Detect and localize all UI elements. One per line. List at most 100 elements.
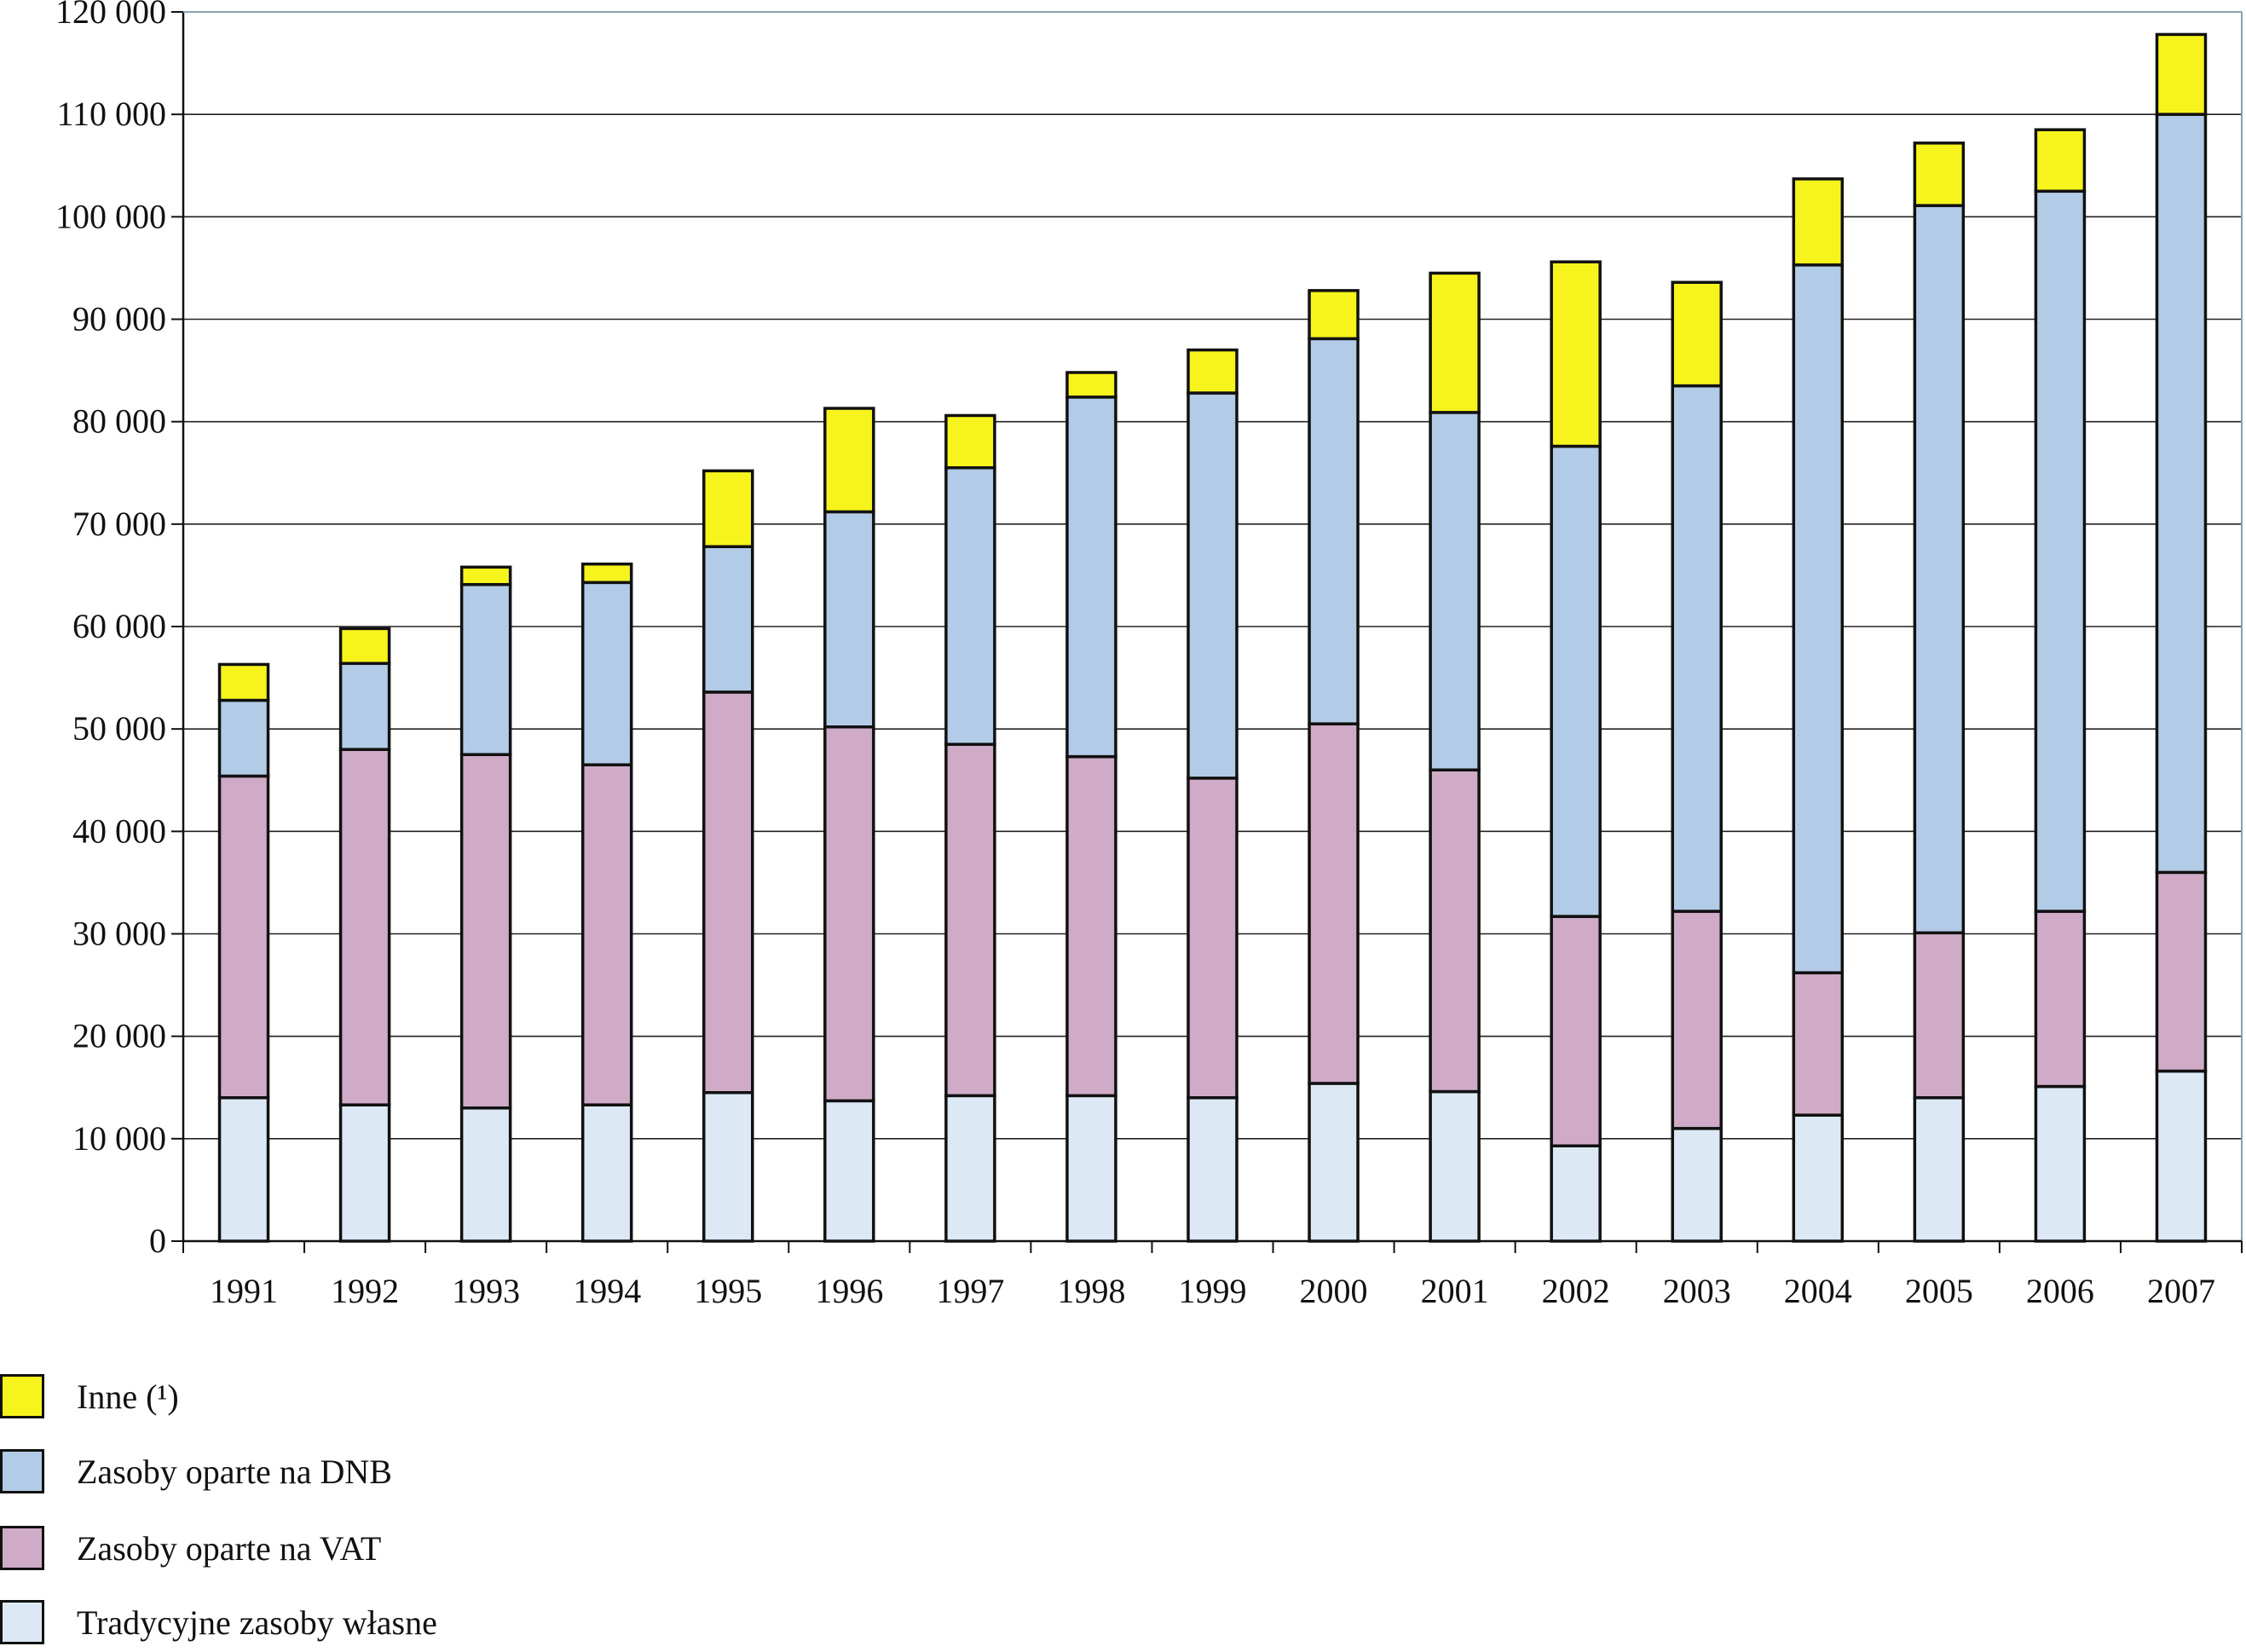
x-tick-label: 2000 <box>1300 1272 1368 1310</box>
bar-segment-1995-s0 <box>702 1091 754 1243</box>
bar-segment-1999-s2 <box>1187 391 1238 780</box>
bar-segment-2000-s2 <box>1308 337 1360 725</box>
legend-swatch-dnb <box>0 1449 44 1493</box>
bar-segment-1993-s1 <box>459 753 512 1110</box>
x-tick-label: 1994 <box>573 1272 641 1310</box>
bar-segment-2004-s2 <box>1792 263 1845 974</box>
bar-segment-1991-s0 <box>217 1096 270 1243</box>
bar-segment-2005-s2 <box>1913 204 1966 935</box>
bar-segment-1992-s0 <box>338 1103 391 1243</box>
bar-segment-2004-s1 <box>1792 971 1845 1117</box>
bar-segment-2002-s1 <box>1550 915 1602 1147</box>
x-tick-label: 2006 <box>2026 1272 2094 1310</box>
y-tick-label: 0 <box>149 1222 166 1260</box>
bar-segment-1993-s0 <box>459 1106 512 1243</box>
legend-item-dnb: Zasoby oparte na DNB <box>0 1447 392 1495</box>
y-tick-label: 100 000 <box>55 197 166 235</box>
bars <box>217 32 2208 1243</box>
y-tick-label: 30 000 <box>72 915 166 953</box>
bar-segment-1991-s1 <box>217 774 270 1100</box>
y-tick-label: 110 000 <box>56 95 166 133</box>
stacked-bar-chart: 0 10 000 20 000 30 000 40 000 50 000 60 000 70 … <box>55 0 2243 1310</box>
bar-segment-1999-s0 <box>1187 1096 1238 1243</box>
bar-segment-1992-s3 <box>338 627 391 666</box>
bar-segment-2006-s0 <box>2034 1084 2087 1243</box>
bar-segment-2002-s3 <box>1550 260 1602 448</box>
legend-label-tradycyjne: Tradycyjne zasoby własne <box>77 1603 437 1642</box>
legend-item-inne: Inne (¹) <box>0 1372 179 1420</box>
bar-segment-2001-s2 <box>1429 411 1481 771</box>
bar-segment-1991-s2 <box>217 698 270 778</box>
x-tick-label: 2003 <box>1663 1272 1731 1310</box>
axes <box>171 11 2243 1253</box>
y-tick-label: 40 000 <box>72 812 166 850</box>
bar-segment-2007-s3 <box>2155 32 2208 116</box>
legend-label-vat: Zasoby oparte na VAT <box>77 1528 382 1568</box>
bar-segment-2000-s0 <box>1308 1082 1360 1243</box>
bar-segment-1994-s1 <box>580 763 633 1106</box>
x-tick-label: 1993 <box>452 1272 520 1310</box>
x-tick-label: 2004 <box>1784 1272 1852 1310</box>
bar-segment-1992-s2 <box>338 661 391 751</box>
bar-segment-2001-s3 <box>1429 271 1481 414</box>
bar-segment-2005-s0 <box>1913 1096 1966 1243</box>
bar-segment-2006-s1 <box>2034 910 2087 1089</box>
bar-segment-1995-s1 <box>702 690 754 1095</box>
bar-segment-2007-s1 <box>2155 870 2208 1073</box>
bar-segment-2003-s2 <box>1671 384 1723 913</box>
bar-segment-1999-s1 <box>1187 777 1238 1100</box>
bar-segment-1993-s2 <box>459 582 512 756</box>
y-tick-label: 60 000 <box>72 607 166 645</box>
legend-label-inne: Inne (¹) <box>77 1377 179 1416</box>
bar-segment-2003-s0 <box>1671 1127 1723 1243</box>
legend-item-tradycyjne: Tradycyjne zasoby własne <box>0 1598 437 1646</box>
x-tick-label: 1996 <box>815 1272 883 1310</box>
bar-segment-2003-s1 <box>1671 910 1723 1130</box>
y-tick-label: 80 000 <box>72 402 166 441</box>
bar-segment-1998-s2 <box>1065 396 1117 759</box>
bar-segment-1993-s3 <box>459 565 512 586</box>
bar-segment-1996-s2 <box>823 510 875 729</box>
bar-segment-2003-s3 <box>1671 280 1723 388</box>
bar-segment-2000-s3 <box>1308 289 1360 341</box>
bar-segment-1994-s0 <box>580 1103 633 1243</box>
bar-segment-2007-s2 <box>2155 113 2208 875</box>
bar-segment-1994-s2 <box>580 581 633 766</box>
bar-segment-1998-s3 <box>1065 371 1117 399</box>
bar-segment-1995-s3 <box>702 469 754 549</box>
x-tick-label: 2005 <box>1905 1272 1973 1310</box>
bar-segment-2007-s0 <box>2155 1069 2208 1243</box>
legend-swatch-tradycyjne <box>0 1600 44 1644</box>
bar-segment-1997-s1 <box>944 742 996 1098</box>
bar-segment-2004-s3 <box>1792 177 1845 267</box>
bar-segment-1997-s0 <box>944 1094 996 1243</box>
y-tick-labels: 0 10 000 20 000 30 000 40 000 50 000 60 000 70 … <box>55 0 166 1260</box>
bar-segment-1997-s2 <box>944 465 996 746</box>
y-tick-label: 50 000 <box>72 709 166 748</box>
bar-segment-1991-s3 <box>217 662 270 702</box>
x-tick-label: 1991 <box>210 1272 278 1310</box>
x-tick-label: 2001 <box>1421 1272 1489 1310</box>
legend-item-vat: Zasoby oparte na VAT <box>0 1524 381 1572</box>
bar-segment-1992-s1 <box>338 748 391 1106</box>
y-tick-label: 20 000 <box>72 1017 166 1055</box>
y-tick-label: 10 000 <box>72 1119 166 1158</box>
bar-segment-2001-s0 <box>1429 1089 1481 1243</box>
y-tick-label: 120 000 <box>55 0 166 31</box>
bar-segment-2002-s0 <box>1550 1144 1602 1243</box>
bar-segment-1997-s3 <box>944 413 996 470</box>
bar-segment-1998-s0 <box>1065 1094 1117 1243</box>
y-tick-label: 70 000 <box>72 505 166 543</box>
bar-segment-2006-s3 <box>2034 128 2087 194</box>
bar-segment-2000-s1 <box>1308 722 1360 1085</box>
bar-segment-1994-s3 <box>580 562 633 585</box>
bar-segment-2002-s2 <box>1550 444 1602 918</box>
x-tick-label: 2007 <box>2147 1272 2215 1310</box>
x-tick-label: 2002 <box>1542 1272 1610 1310</box>
bar-segment-1996-s1 <box>823 725 875 1103</box>
bar-segment-2005-s1 <box>1913 931 1966 1100</box>
x-tick-label: 1999 <box>1179 1272 1247 1310</box>
bar-segment-1999-s3 <box>1187 348 1238 395</box>
bar-segment-1995-s2 <box>702 545 754 694</box>
legend-label-dnb: Zasoby oparte na DNB <box>77 1452 392 1491</box>
